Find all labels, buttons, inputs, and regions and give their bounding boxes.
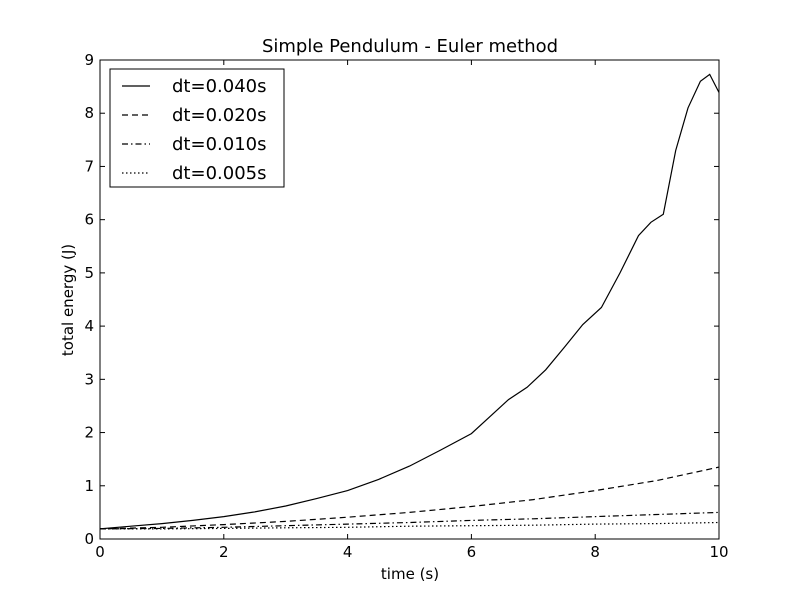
y-axis-label: total energy (J) xyxy=(59,244,77,356)
y-tick-label: 7 xyxy=(84,157,94,175)
legend: dt=0.040s dt=0.020s dt=0.010s dt=0.005s xyxy=(109,68,285,188)
series-line-1 xyxy=(99,73,720,530)
x-tick-label: 6 xyxy=(467,543,477,561)
y-tick-label: 8 xyxy=(84,104,94,122)
legend-label-3: dt=0.010s xyxy=(172,134,266,155)
series-line-2 xyxy=(99,466,720,530)
x-tick-label: 4 xyxy=(343,543,353,561)
x-axis-label: time (s) xyxy=(381,565,439,583)
legend-label-4: dt=0.005s xyxy=(172,163,266,184)
x-axis-ticks: 0 2 4 6 8 10 xyxy=(95,60,729,561)
plot-frame xyxy=(99,59,720,540)
x-tick-label: 0 xyxy=(95,543,105,561)
legend-label-2: dt=0.020s xyxy=(172,105,266,126)
legend-box xyxy=(109,68,285,188)
y-tick-label: 2 xyxy=(84,424,94,442)
y-tick-label: 0 xyxy=(84,530,94,548)
y-tick-label: 9 xyxy=(84,51,94,69)
y-tick-label: 3 xyxy=(84,370,94,388)
x-tick-label: 10 xyxy=(709,543,728,561)
chart-title: Simple Pendulum - Euler method xyxy=(262,36,558,57)
plot-lines xyxy=(99,73,720,530)
x-tick-label: 8 xyxy=(590,543,600,561)
legend-label-1: dt=0.040s xyxy=(172,76,266,97)
series-line-3 xyxy=(99,511,720,530)
x-tick-label: 2 xyxy=(219,543,229,561)
y-tick-label: 5 xyxy=(84,264,94,282)
y-axis-ticks: 0 1 2 3 4 5 6 7 8 9 xyxy=(84,51,719,548)
y-tick-label: 1 xyxy=(84,477,94,495)
y-tick-label: 4 xyxy=(84,317,94,335)
y-tick-label: 6 xyxy=(84,211,94,229)
